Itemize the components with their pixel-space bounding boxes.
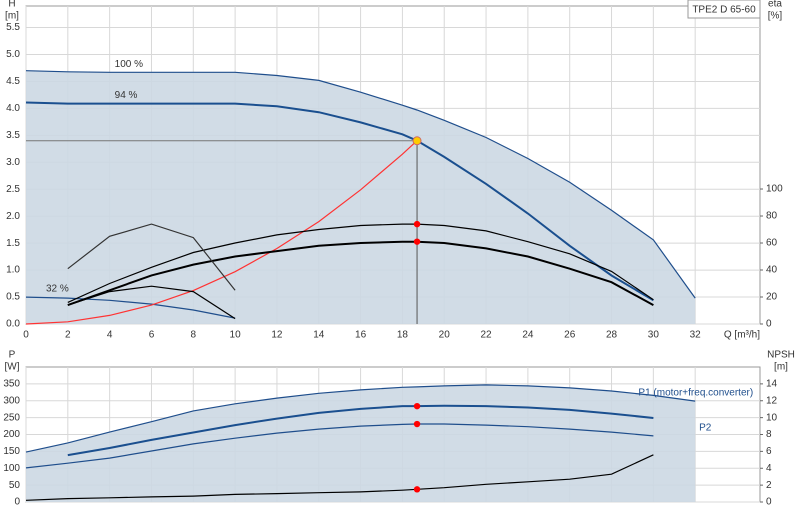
curve-label: P2 (699, 422, 712, 433)
curve (67, 285, 236, 320)
x-tick-label: 32 (690, 330, 702, 341)
y2-axis-unit: [m] (774, 362, 788, 373)
curve (25, 384, 696, 453)
y2-tick-label: 10 (766, 412, 778, 423)
y2-tick-label: 12 (766, 395, 778, 406)
y2-tick-label: 4 (766, 463, 772, 474)
x-tick-label: 2 (65, 330, 71, 341)
y-tick-label: 1.0 (6, 265, 20, 276)
y2-tick-label: 14 (766, 379, 778, 390)
y2-axis-unit: [%] (768, 11, 783, 22)
curve (25, 454, 654, 501)
y-axis-unit: [m] (5, 11, 19, 22)
y-axis-unit: [W] (5, 362, 20, 373)
y-tick-label: 300 (3, 395, 20, 406)
y2-tick-label: 0 (766, 497, 772, 508)
x-tick-label: 8 (191, 330, 197, 341)
curve (25, 423, 654, 469)
labels: 0.00.51.01.52.02.53.03.54.04.55.05.50204… (3, 0, 795, 508)
x-tick-label: 4 (107, 330, 113, 341)
y2-axis-label: eta (768, 0, 782, 10)
x-tick-label: 24 (522, 330, 534, 341)
curve-label: 100 % (115, 59, 143, 70)
y-axis-label: H (8, 0, 15, 10)
y2-tick-label: 8 (766, 429, 772, 440)
x-tick-label: 10 (230, 330, 242, 341)
y-tick-label: 0 (14, 497, 20, 508)
y2-axis-label: NPSH (767, 350, 795, 361)
x-tick-label: 28 (606, 330, 618, 341)
x-tick-label: 26 (564, 330, 576, 341)
y-tick-label: 150 (3, 446, 20, 457)
curve (25, 70, 696, 299)
x-tick-label: 0 (23, 330, 29, 341)
x-tick-label: 12 (271, 330, 283, 341)
curve-label: P1 (motor+freq.converter) (638, 388, 753, 399)
curve (25, 296, 236, 319)
curve-label: 94 % (115, 90, 138, 101)
y2-tick-label: 60 (766, 238, 778, 249)
duty-point (413, 402, 421, 410)
title-box (687, 0, 761, 19)
y-tick-label: 0.5 (6, 292, 20, 303)
x-tick-label: 6 (149, 330, 155, 341)
x-axis-label: Q [m³/h] (724, 330, 760, 341)
duty-point (413, 486, 421, 493)
plot-layer: 0.00.51.01.52.02.53.03.54.04.55.05.50204… (3, 0, 795, 508)
chart-title: TPE2 D 65-60 (692, 5, 756, 16)
curve (67, 404, 654, 457)
areas (26, 70, 696, 502)
dots (412, 136, 422, 493)
y-tick-label: 0.0 (6, 319, 20, 330)
y2-tick-label: 2 (766, 480, 772, 491)
x-tick-label: 22 (480, 330, 492, 341)
x-tick-label: 20 (439, 330, 451, 341)
y-tick-label: 2.5 (6, 184, 20, 195)
y-tick-label: 1.5 (6, 238, 20, 249)
y-axis-label: P (9, 350, 16, 361)
y-tick-label: 350 (3, 379, 20, 390)
y-tick-label: 250 (3, 412, 20, 423)
x-tick-label: 18 (397, 330, 409, 341)
duty-point (413, 220, 421, 228)
y-tick-label: 5.5 (6, 22, 20, 33)
duty-point (413, 238, 421, 245)
y-tick-label: 50 (9, 480, 21, 491)
y-tick-label: 2.0 (6, 211, 20, 222)
shaded-area (26, 384, 696, 502)
y2-tick-label: 20 (766, 292, 778, 303)
duty-point (412, 136, 422, 146)
x-tick-label: 14 (313, 330, 325, 341)
curve (67, 240, 654, 307)
y-tick-label: 4.5 (6, 76, 20, 87)
y-tick-label: 200 (3, 429, 20, 440)
y-tick-label: 3.0 (6, 157, 20, 168)
curve (67, 223, 654, 303)
y2-tick-label: 0 (766, 319, 772, 330)
x-tick-label: 30 (648, 330, 660, 341)
y2-tick-label: 6 (766, 446, 772, 457)
y-tick-label: 5.0 (6, 49, 20, 60)
curve (67, 223, 236, 291)
y-tick-label: 3.5 (6, 130, 20, 141)
y2-tick-label: 100 (766, 184, 783, 195)
shaded-area (26, 70, 696, 324)
lines (25, 70, 696, 501)
curve (25, 140, 418, 325)
x-tick-label: 16 (355, 330, 367, 341)
y-tick-label: 4.0 (6, 103, 20, 114)
y-tick-label: 100 (3, 463, 20, 474)
y2-tick-label: 80 (766, 211, 778, 222)
duty-point (413, 420, 421, 428)
y2-tick-label: 40 (766, 265, 778, 276)
curve-label: 32 % (46, 284, 69, 295)
curve (25, 101, 654, 302)
